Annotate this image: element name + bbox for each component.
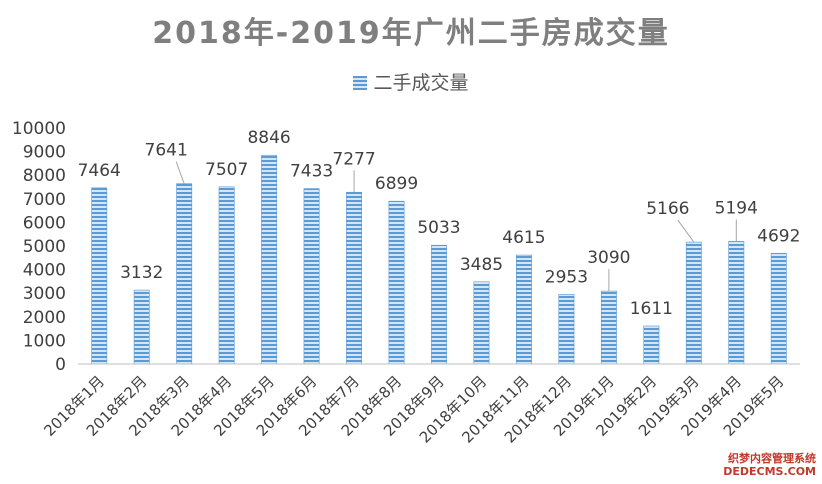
bar xyxy=(770,252,787,365)
bar xyxy=(515,254,532,365)
watermark-line2: DEDECMS.COM xyxy=(723,465,816,478)
data-label: 3132 xyxy=(120,263,163,283)
data-label: 4692 xyxy=(757,226,800,246)
y-tick-label: 0 xyxy=(55,355,66,375)
data-label: 7433 xyxy=(290,162,333,182)
data-label: 7464 xyxy=(78,161,121,181)
bar xyxy=(685,241,702,365)
bar xyxy=(431,244,447,365)
data-label: 8846 xyxy=(247,128,290,148)
data-label: 7277 xyxy=(332,149,375,169)
bar xyxy=(303,188,320,365)
y-tick-label: 6000 xyxy=(23,213,66,233)
bar xyxy=(643,325,660,365)
y-axis: 0 1000 2000 3000 4000 5000 6000 7000 8000 9000 100… xyxy=(12,119,66,375)
x-axis: 2018年1月2018年2月2018年3月2018年4月2018年5月2018年… xyxy=(40,363,800,447)
y-tick-label: 10000 xyxy=(12,119,66,139)
bar xyxy=(133,289,150,365)
y-tick-label: 5000 xyxy=(23,237,66,257)
data-label: 5166 xyxy=(646,199,689,219)
y-tick-label: 2000 xyxy=(23,308,66,328)
bar xyxy=(473,281,490,365)
data-label: 7507 xyxy=(205,160,248,180)
y-tick-label: 3000 xyxy=(23,284,66,304)
data-label: 1611 xyxy=(630,299,673,319)
y-tick-label: 4000 xyxy=(23,261,66,281)
bar xyxy=(91,187,108,365)
y-tick-label: 7000 xyxy=(23,190,66,210)
y-tick-label: 1000 xyxy=(23,331,66,351)
bar xyxy=(558,294,575,365)
bar xyxy=(388,200,405,365)
leader-line xyxy=(175,161,185,184)
bar xyxy=(346,191,363,365)
bar xyxy=(218,186,235,365)
bar xyxy=(261,154,278,365)
legend-label: 二手成交量 xyxy=(373,72,469,94)
bar xyxy=(176,183,193,365)
legend: 二手成交量 xyxy=(0,68,822,95)
chart-title: 2018年-2019年广州二手房成交量 xyxy=(152,16,670,51)
bars xyxy=(91,154,787,365)
data-label: 6899 xyxy=(375,174,418,194)
y-tick-label: 9000 xyxy=(23,143,66,163)
watermark-line1: 织梦内容管理系统 xyxy=(728,452,816,465)
data-label: 2953 xyxy=(545,267,588,287)
data-label: 5033 xyxy=(417,218,460,238)
legend-swatch xyxy=(353,76,368,90)
data-label: 4615 xyxy=(502,228,545,248)
bar xyxy=(600,290,617,365)
data-label: 3090 xyxy=(587,248,630,268)
bar xyxy=(728,241,745,365)
data-label: 5194 xyxy=(715,198,758,218)
y-tick-label: 8000 xyxy=(23,166,66,186)
watermark: 织梦内容管理系统 DEDECMS.COM xyxy=(723,452,816,478)
data-label: 3485 xyxy=(460,255,503,275)
leader-line xyxy=(677,219,695,243)
data-label: 7641 xyxy=(145,141,188,161)
